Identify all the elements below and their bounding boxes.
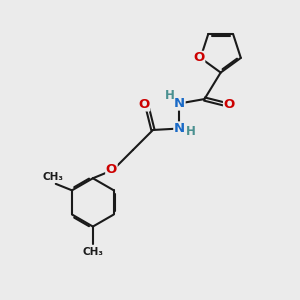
Text: H: H bbox=[186, 125, 196, 138]
Text: CH₃: CH₃ bbox=[82, 247, 103, 257]
Text: O: O bbox=[139, 98, 150, 111]
Text: O: O bbox=[106, 163, 117, 176]
Text: O: O bbox=[194, 51, 205, 64]
Text: N: N bbox=[174, 122, 185, 135]
Text: H: H bbox=[165, 89, 175, 102]
Text: CH₃: CH₃ bbox=[43, 172, 64, 182]
Text: O: O bbox=[224, 98, 235, 111]
Text: N: N bbox=[174, 97, 185, 110]
